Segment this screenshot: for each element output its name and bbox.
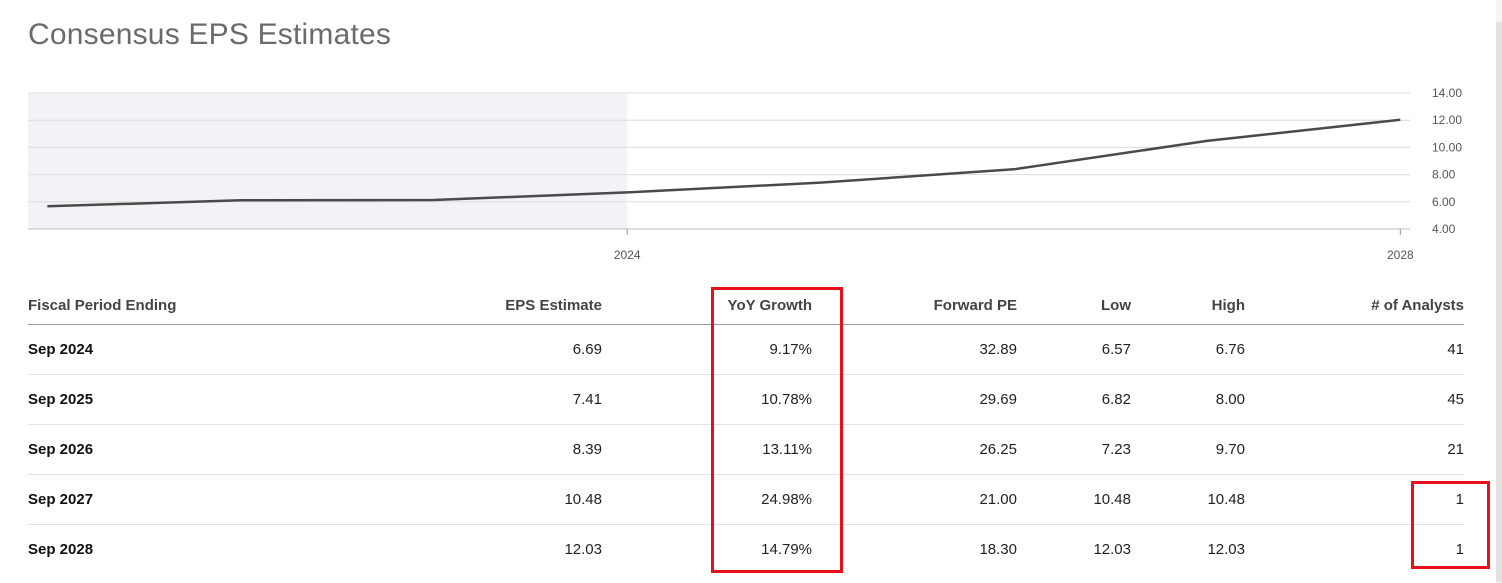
cell-yoy-growth: 9.17% (602, 324, 812, 375)
cell-forward-pe: 21.00 (812, 474, 1017, 525)
historical-shade (28, 93, 628, 229)
x-axis-ticks: 2024 2028 (614, 229, 1414, 262)
header-fiscal-period[interactable]: Fiscal Period Ending (28, 287, 348, 325)
cell-num-analysts: 1 (1455, 541, 1464, 558)
table-row: Sep 2025 7.41 10.78% 29.69 6.82 8.00 45 (28, 374, 1464, 425)
y-axis-ticks: 14.00 12.00 10.00 8.00 6.00 4.00 (1432, 86, 1462, 236)
cell-period: Sep 2025 (28, 374, 348, 425)
cell-high: 12.03 (1207, 541, 1245, 558)
cell-high: 6.76 (1131, 324, 1245, 375)
cell-num-analysts: 21 (1245, 424, 1464, 475)
cell-eps-estimate: 7.41 (348, 374, 602, 425)
y-tick-label: 6.00 (1432, 195, 1456, 209)
header-yoy-growth[interactable]: YoY Growth (602, 287, 812, 325)
cell-yoy-growth: 24.98% (602, 474, 812, 525)
cell-low: 7.23 (1017, 424, 1131, 475)
table-row: Sep 2028 12.03 14.79% 18.30 12.03 12.03 … (28, 525, 1464, 575)
cell-low: 6.82 (1017, 374, 1131, 425)
cell-high: 9.70 (1131, 424, 1245, 475)
cell-high: 8.00 (1131, 374, 1245, 425)
y-tick-label: 14.00 (1432, 86, 1462, 100)
y-tick-label: 10.00 (1432, 140, 1462, 154)
cell-eps-estimate: 6.69 (348, 324, 602, 375)
cell-forward-pe: 29.69 (812, 374, 1017, 425)
cell-num-analysts: 1 (1245, 474, 1464, 525)
cell-low: 10.48 (1017, 474, 1131, 525)
cell-eps-estimate: 12.03 (564, 541, 602, 558)
cell-eps-estimate: 10.48 (348, 474, 602, 525)
scrollbar-thumb[interactable] (1496, 22, 1502, 582)
cell-low: 6.57 (1017, 324, 1131, 375)
cell-yoy-growth: 13.11% (602, 424, 812, 475)
chart-gridlines (28, 92, 1410, 230)
header-low[interactable]: Low (1017, 287, 1131, 325)
table-header-row: Fiscal Period Ending EPS Estimate YoY Gr… (28, 287, 1464, 325)
cell-period: Sep 2026 (28, 424, 348, 475)
table-row: Sep 2026 8.39 13.11% 26.25 7.23 9.70 21 (28, 424, 1464, 475)
cell-low: 12.03 (1093, 541, 1131, 558)
cell-yoy-growth: 10.78% (602, 374, 812, 425)
y-tick-label: 12.00 (1432, 113, 1462, 127)
x-tick-label: 2024 (614, 248, 641, 262)
cell-num-analysts: 41 (1245, 324, 1464, 375)
table-row: Sep 2027 10.48 24.98% 21.00 10.48 10.48 … (28, 474, 1464, 525)
header-num-analysts[interactable]: # of Analysts (1245, 287, 1464, 325)
cell-period: Sep 2024 (28, 324, 348, 375)
eps-estimates-table: Fiscal Period Ending EPS Estimate YoY Gr… (28, 287, 1464, 574)
cell-num-analysts: 45 (1245, 374, 1464, 425)
cell-eps-estimate: 8.39 (348, 424, 602, 475)
header-eps-estimate[interactable]: EPS Estimate (348, 287, 602, 325)
eps-series-line[interactable] (47, 118, 1401, 208)
cell-high: 10.48 (1131, 474, 1245, 525)
x-tick-label: 2028 (1387, 248, 1414, 262)
cell-period: Sep 2027 (28, 474, 348, 525)
cell-period: Sep 2028 (28, 541, 94, 558)
scrollbar-track[interactable] (1496, 0, 1502, 583)
y-tick-label: 8.00 (1432, 168, 1456, 182)
cell-yoy-growth: 14.79% (761, 541, 812, 558)
eps-line-chart: 14.00 12.00 10.00 8.00 6.00 4.00 2024 2028 (28, 86, 1462, 262)
header-forward-pe[interactable]: Forward PE (812, 287, 1017, 325)
cell-forward-pe: 32.89 (812, 324, 1017, 375)
header-high[interactable]: High (1131, 287, 1245, 325)
y-tick-label: 4.00 (1432, 222, 1456, 236)
page-title: Consensus EPS Estimates (28, 18, 392, 51)
table-row: Sep 2024 6.69 9.17% 32.89 6.57 6.76 41 (28, 324, 1464, 375)
cell-forward-pe: 18.30 (979, 541, 1017, 558)
cell-forward-pe: 26.25 (812, 424, 1017, 475)
